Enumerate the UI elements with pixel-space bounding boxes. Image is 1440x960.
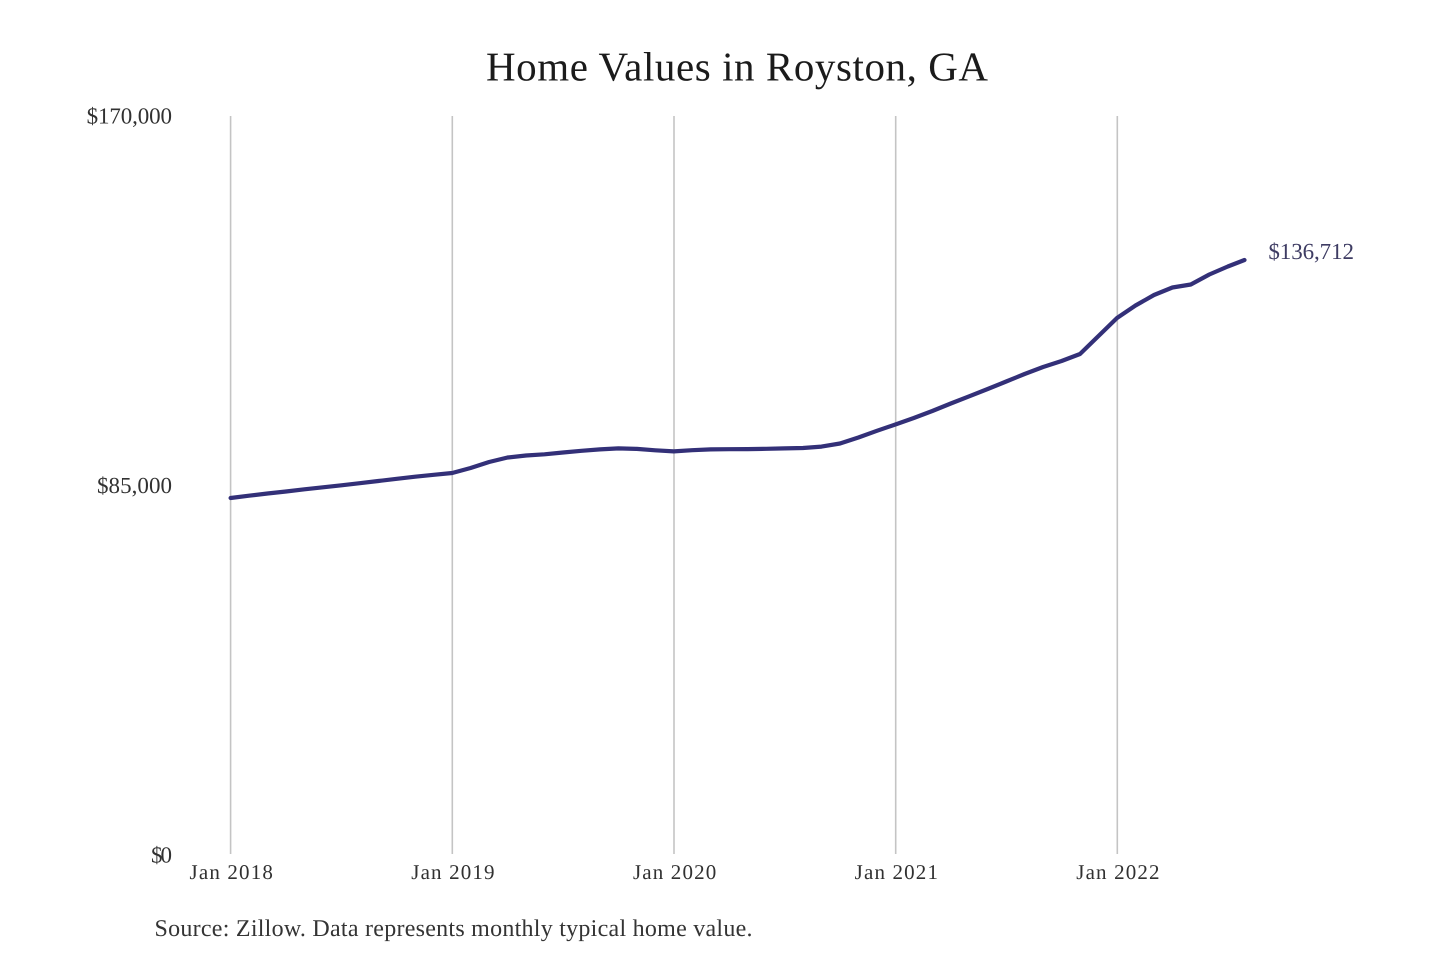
svg-text:Jan 2020: Jan 2020 [633, 860, 716, 884]
svg-text:$0: $0 [151, 843, 172, 868]
svg-text:Jan 2019: Jan 2019 [411, 860, 494, 884]
svg-text:Jan 2022: Jan 2022 [1076, 860, 1159, 884]
svg-text:$85,000: $85,000 [97, 473, 172, 498]
svg-text:Jan 2018: Jan 2018 [190, 860, 273, 884]
svg-text:Jan 2021: Jan 2021 [855, 860, 938, 884]
svg-text:Home Values in Royston, GA: Home Values in Royston, GA [486, 44, 988, 90]
svg-text:$136,712: $136,712 [1268, 239, 1354, 264]
svg-text:Source: Zillow. Data represent: Source: Zillow. Data represents monthly … [155, 916, 753, 942]
svg-text:$170,000: $170,000 [87, 104, 172, 129]
